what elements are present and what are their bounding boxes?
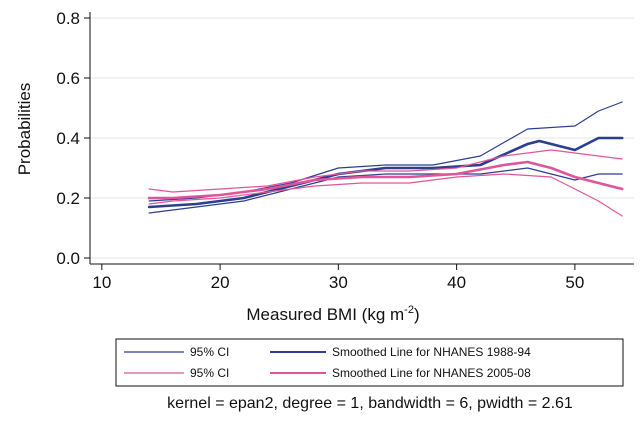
y-tick-label: 0.4 <box>56 129 80 148</box>
legend-label-pink-ci: 95% CI <box>190 366 229 380</box>
series-layer <box>147 101 624 217</box>
series-line-5 <box>148 173 623 217</box>
x-axis-title: Measured BMI (kg m-2) <box>246 304 419 324</box>
series-line-4 <box>148 149 623 193</box>
x-tick-label: 50 <box>565 273 584 292</box>
legend-label-pink-smoothed: Smoothed Line for NHANES 2005-08 <box>332 366 531 380</box>
y-tick-label: 0.0 <box>56 249 80 268</box>
x-tick-label: 30 <box>329 273 348 292</box>
x-axis-title-main: Measured BMI (kg m <box>246 305 404 324</box>
legend-box <box>115 338 624 387</box>
series-line-0 <box>147 136 624 209</box>
legend: 95% CI Smoothed Line for NHANES 1988-94 … <box>115 338 624 387</box>
chart-note: kernel = epan2, degree = 1, bandwidth = … <box>167 395 573 412</box>
series-line-3 <box>147 160 624 200</box>
y-axis-title: Probabilities <box>15 83 34 176</box>
x-axis-title-superscript: -2 <box>404 304 414 316</box>
x-axis-title-close: ) <box>414 305 420 324</box>
x-tick-label: 20 <box>211 273 230 292</box>
x-tick-label: 10 <box>92 273 111 292</box>
y-ticks: 0.0 0.2 0.4 0.6 0.8 <box>56 9 90 268</box>
legend-label-blue-ci: 95% CI <box>190 345 229 359</box>
y-tick-label: 0.6 <box>56 69 80 88</box>
legend-label-blue-smoothed: Smoothed Line for NHANES 1988-94 <box>332 345 531 359</box>
y-tick-label: 0.2 <box>56 189 80 208</box>
x-ticks: 10 20 30 40 50 <box>92 264 584 292</box>
x-tick-label: 40 <box>447 273 466 292</box>
y-tick-label: 0.8 <box>56 9 80 28</box>
